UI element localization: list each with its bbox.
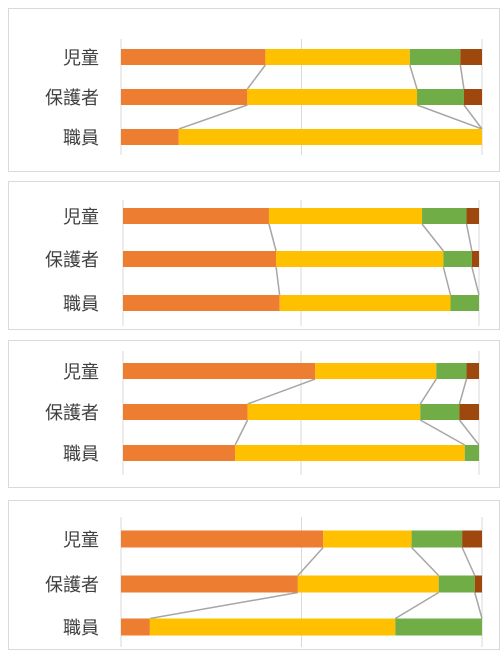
bar-segment (121, 530, 324, 548)
bar-segment (463, 89, 482, 105)
category-label: 職員 (63, 294, 99, 315)
series-connector-line (442, 266, 452, 296)
category-label: 職員 (63, 618, 99, 639)
series-connector-line (178, 104, 248, 130)
bar-segment (450, 295, 479, 311)
bar-segment (279, 295, 451, 311)
bar-segment (121, 49, 266, 65)
series-connector-line (471, 266, 480, 296)
series-connector-line (419, 419, 466, 446)
category-label: 保護者 (45, 575, 99, 596)
category-label: 保護者 (45, 88, 99, 109)
bar-segment (395, 618, 482, 636)
bar-segment (121, 129, 179, 145)
bar-segment (268, 208, 423, 224)
bar-segment (265, 49, 410, 65)
bar-segment (123, 208, 269, 224)
category-label: 職員 (63, 444, 99, 465)
bar-segment (474, 575, 482, 593)
bar-segment (436, 363, 467, 379)
category-label: 児童 (63, 362, 99, 383)
series-connector-line (458, 378, 468, 405)
series-connector-line (234, 419, 249, 446)
bar-segment (420, 404, 460, 420)
series-connector-line (275, 266, 281, 296)
bar-segment (297, 575, 439, 593)
bar-segment (471, 251, 479, 267)
chart-panel-1: 児童保護者職員 (8, 8, 500, 172)
series-connector-line (246, 64, 266, 90)
bar-segment (315, 363, 437, 379)
bar-segment (121, 618, 150, 636)
series-connector-line (411, 546, 440, 577)
series-connector-line (459, 64, 465, 90)
bar-segment (464, 445, 479, 461)
bar-segment (121, 89, 248, 105)
bar-segment (459, 404, 479, 420)
bar-segment (323, 530, 412, 548)
series-connector-line (458, 419, 480, 446)
bar-segment (462, 530, 482, 548)
bar-segment (247, 89, 418, 105)
bar-segment (123, 295, 280, 311)
series-connector-line (247, 378, 316, 405)
bar-segment (123, 251, 277, 267)
series-connector-line (419, 378, 437, 405)
series-connector-line (461, 547, 476, 576)
category-label: 児童 (63, 48, 99, 69)
category-label: 職員 (63, 128, 99, 149)
bar-segment (235, 445, 465, 461)
bar-segment (466, 208, 479, 224)
bar-segment (417, 89, 464, 105)
bar-segment (123, 404, 248, 420)
chart-panel-4: 児童保護者職員 (8, 500, 500, 650)
series-connector-line (268, 223, 277, 252)
bar-segment (409, 49, 461, 65)
chart-panel-3: 児童保護者職員 (8, 340, 500, 488)
bar-segment (422, 208, 467, 224)
category-label: 児童 (63, 207, 99, 228)
series-connector-line (474, 592, 483, 619)
chart-panel-2: 児童保護者職員 (8, 181, 500, 330)
bar-segment (123, 445, 236, 461)
bar-segment (123, 363, 316, 379)
bar-segment (460, 49, 482, 65)
bar-segment (149, 618, 396, 636)
series-connector-line (394, 591, 440, 620)
series-connector-line (297, 546, 324, 577)
bar-segment (438, 575, 475, 593)
bar-segment (121, 575, 298, 593)
series-connector-line (463, 104, 483, 130)
category-label: 児童 (63, 530, 99, 551)
series-connector-line (421, 223, 444, 252)
series-connector-line (409, 64, 418, 90)
bar-segment (247, 404, 421, 420)
bar-segment (411, 530, 463, 548)
bar-segment (466, 363, 479, 379)
bar-segment (276, 251, 444, 267)
category-label: 保護者 (45, 403, 99, 424)
series-connector-line (149, 591, 299, 620)
bar-segment (443, 251, 472, 267)
category-label: 保護者 (45, 250, 99, 271)
bar-segment (178, 129, 482, 145)
series-connector-line (416, 104, 483, 130)
series-connector-line (465, 223, 473, 252)
